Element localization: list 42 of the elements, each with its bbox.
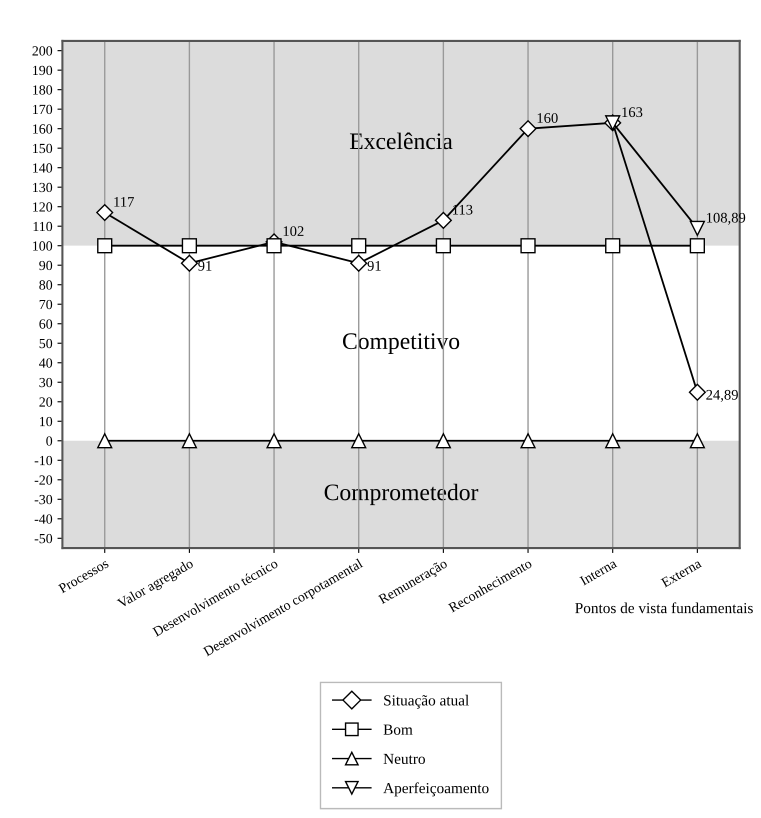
data-label: 160: [538, 113, 558, 123]
legend-label: Aperfeiçoamento: [383, 782, 489, 796]
band-label: Excelência: [350, 132, 452, 150]
y-tick-label: 80: [39, 280, 52, 290]
legend-label: Bom: [384, 724, 413, 735]
y-tick-label: -10: [34, 456, 52, 466]
y-tick-label: 110: [34, 222, 52, 232]
y-tick-label: -30: [34, 494, 52, 504]
x-axis-title: Pontos de vista fundamentais: [575, 602, 753, 614]
y-tick-label: -40: [34, 514, 52, 524]
y-tick-label: 120: [33, 202, 52, 212]
y-tick-label: 10: [40, 416, 52, 426]
legend-label: Neutro: [384, 754, 425, 764]
y-tick-label: 90: [39, 260, 52, 270]
y-tick-label: 30: [39, 378, 52, 388]
data-label: 163: [622, 107, 642, 118]
data-label: 91: [198, 260, 212, 271]
y-tick-label: -20: [34, 475, 52, 485]
y-tick-label: 180: [33, 85, 52, 95]
y-tick-label: -50: [34, 534, 52, 544]
data-label: 117: [114, 197, 134, 207]
y-tick-label: 50: [40, 338, 52, 348]
y-tick-label: 20: [39, 397, 52, 407]
y-tick-label: 40: [39, 358, 52, 368]
y-tick-label: 70: [40, 300, 52, 310]
y-tick-label: 200: [32, 46, 52, 56]
data-label: 24,89: [706, 390, 738, 402]
band-label: Competitivo: [342, 333, 460, 354]
data-label: 102: [284, 226, 304, 236]
data-label: 113: [452, 204, 472, 215]
y-tick-label: 130: [33, 182, 52, 192]
y-tick-label: 100: [33, 241, 52, 251]
legend-label: Situação atual: [384, 694, 469, 709]
data-label: 91: [368, 260, 381, 271]
y-tick-label: 140: [33, 163, 52, 173]
y-tick-label: 190: [33, 66, 52, 76]
y-tick-label: 160: [33, 124, 52, 134]
y-tick-label: 150: [33, 144, 52, 154]
y-tick-label: 0: [46, 436, 52, 446]
y-tick-label: 60: [39, 319, 52, 329]
band-label: Comprometedor: [324, 484, 478, 506]
y-tick-label: 170: [33, 104, 52, 114]
